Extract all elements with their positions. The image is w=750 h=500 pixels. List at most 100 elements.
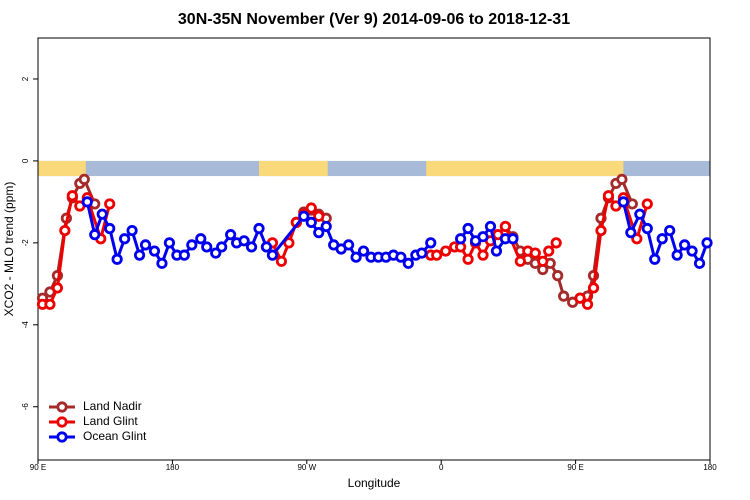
data-point bbox=[313, 210, 325, 222]
data-point bbox=[186, 239, 198, 251]
x-tick-label: 180 bbox=[166, 463, 180, 472]
data-point bbox=[253, 222, 265, 235]
data-point bbox=[617, 196, 629, 208]
data-point bbox=[552, 270, 564, 282]
legend-marker bbox=[56, 401, 68, 413]
data-point bbox=[133, 249, 146, 261]
x-axis-label: Longitude bbox=[348, 476, 401, 490]
land-band bbox=[426, 160, 624, 177]
data-point bbox=[574, 292, 586, 304]
data-point bbox=[686, 245, 698, 257]
data-point bbox=[641, 198, 653, 210]
data-point bbox=[201, 241, 213, 253]
data-point bbox=[529, 247, 541, 259]
y-axis-label: XCO2 - MLO trend (ppm) bbox=[2, 182, 16, 317]
x-tick-label: 180 bbox=[703, 463, 717, 472]
data-point bbox=[499, 220, 512, 233]
data-point bbox=[631, 233, 643, 245]
x-tick-label: 90 E bbox=[567, 463, 583, 472]
data-point bbox=[238, 235, 250, 247]
data-point bbox=[156, 257, 168, 269]
data-point bbox=[455, 233, 467, 245]
data-point bbox=[275, 255, 288, 267]
plot-frame bbox=[37, 37, 711, 461]
data-point bbox=[216, 241, 228, 253]
land-band bbox=[38, 160, 86, 177]
data-point bbox=[89, 229, 101, 241]
data-point bbox=[431, 249, 443, 261]
x-tick-label: 0 bbox=[439, 463, 444, 472]
data-point bbox=[641, 222, 653, 235]
data-point bbox=[595, 224, 607, 237]
data-point bbox=[550, 237, 562, 249]
y-tick-label: -4 bbox=[21, 321, 30, 329]
data-point bbox=[119, 233, 131, 245]
data-point bbox=[320, 220, 332, 233]
data-point bbox=[51, 282, 64, 294]
data-point bbox=[626, 198, 638, 210]
x-tick-label: 90 W bbox=[297, 463, 316, 472]
data-point bbox=[195, 233, 207, 245]
data-point bbox=[625, 227, 637, 239]
data-point bbox=[104, 198, 116, 210]
data-point bbox=[484, 220, 497, 233]
data-point bbox=[260, 241, 273, 253]
data-point bbox=[96, 208, 108, 220]
data-point bbox=[305, 202, 317, 214]
data-point bbox=[462, 253, 474, 265]
data-point bbox=[656, 233, 668, 245]
y-tick-label: -6 bbox=[21, 403, 30, 411]
data-point bbox=[425, 237, 437, 249]
data-point bbox=[78, 173, 90, 185]
data-point bbox=[305, 216, 317, 228]
data-point bbox=[357, 245, 370, 257]
y-tick-label: 0 bbox=[21, 158, 30, 163]
data-point bbox=[350, 251, 362, 263]
data-point bbox=[283, 237, 295, 249]
data-point bbox=[462, 222, 474, 235]
data-point bbox=[558, 290, 570, 302]
data-point bbox=[163, 237, 176, 249]
data-point bbox=[59, 224, 71, 237]
data-point bbox=[298, 210, 310, 222]
data-point bbox=[126, 224, 138, 237]
data-point bbox=[148, 245, 161, 257]
land-band bbox=[259, 160, 328, 177]
data-point bbox=[111, 253, 123, 265]
data-point bbox=[178, 249, 190, 261]
data-point bbox=[649, 253, 661, 265]
data-point bbox=[543, 245, 555, 257]
legend-label: Land Nadir bbox=[83, 399, 142, 413]
data-point bbox=[514, 255, 526, 267]
data-point bbox=[245, 241, 258, 253]
data-point bbox=[616, 173, 628, 185]
y-tick-label: -2 bbox=[21, 239, 30, 247]
data-point bbox=[490, 245, 503, 257]
data-point bbox=[634, 208, 646, 220]
chart-title: 30N-35N November (Ver 9) 2014-09-06 to 2… bbox=[178, 11, 570, 28]
legend-label: Ocean Glint bbox=[83, 429, 147, 443]
data-point bbox=[477, 249, 489, 261]
data-point bbox=[343, 239, 355, 251]
data-point bbox=[416, 247, 428, 259]
x-tick-label: 90 E bbox=[30, 463, 46, 472]
data-point bbox=[507, 233, 519, 245]
y-tick-label: 2 bbox=[21, 76, 30, 81]
data-point bbox=[266, 249, 279, 261]
data-point bbox=[210, 247, 222, 259]
data-point bbox=[402, 257, 414, 269]
data-point bbox=[602, 190, 615, 202]
data-point bbox=[440, 245, 452, 257]
data-point bbox=[671, 249, 683, 261]
data-point bbox=[581, 298, 594, 310]
data-point bbox=[693, 257, 706, 269]
data-point bbox=[587, 282, 600, 294]
data-point bbox=[477, 231, 489, 243]
data-point bbox=[701, 237, 713, 249]
legend-marker bbox=[56, 416, 68, 428]
data-point bbox=[664, 224, 676, 237]
data-point bbox=[225, 229, 237, 241]
data-point bbox=[66, 190, 78, 202]
legend-marker bbox=[56, 431, 68, 443]
